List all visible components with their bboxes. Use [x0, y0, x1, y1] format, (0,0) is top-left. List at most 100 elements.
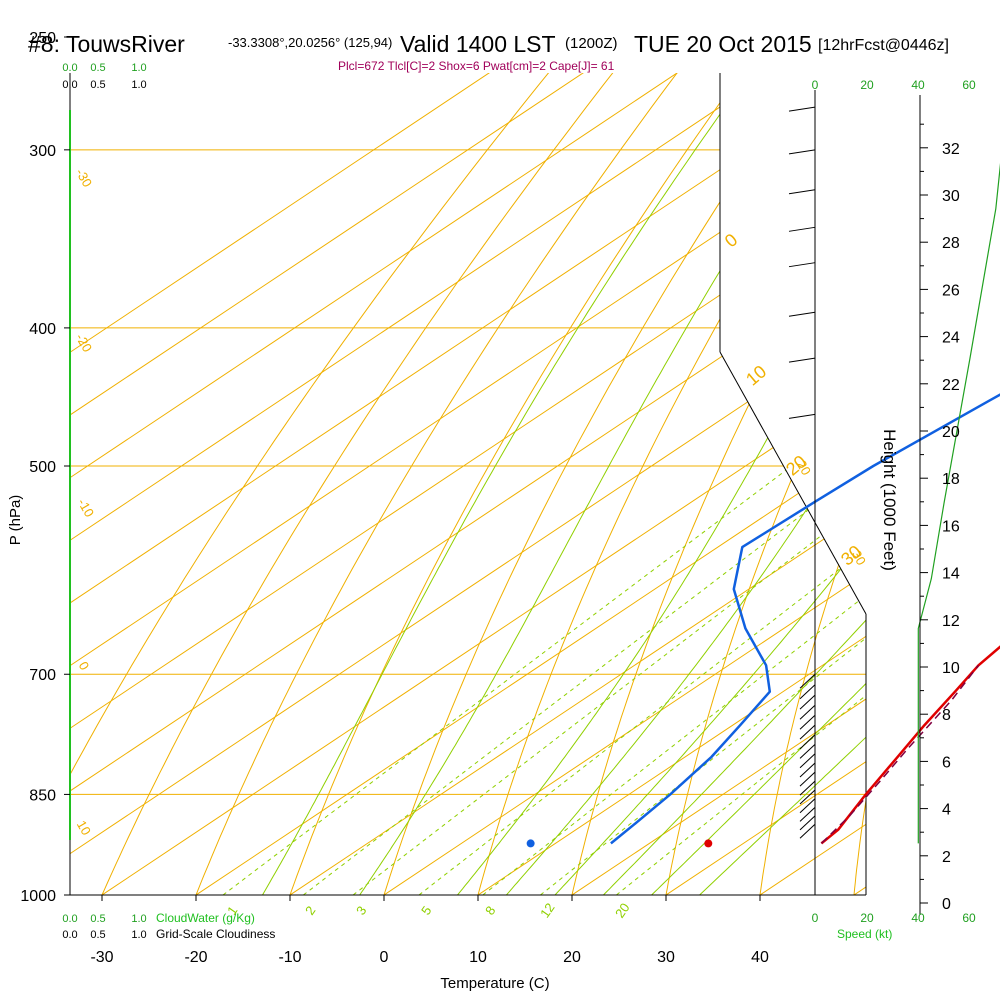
- height-tick-label: 26: [942, 282, 960, 299]
- height-tick-label: 16: [942, 518, 960, 535]
- mixing-ratio-line-8: [482, 327, 866, 895]
- dewpoint-line: [610, 393, 1000, 845]
- cloud-scale-bottom: 0.0 0.0 0.5 0.5 1.0 1.0: [62, 913, 146, 941]
- wind-barb: [788, 189, 816, 195]
- isotherm--120: [70, 73, 582, 895]
- cloud-scale-top-label-black: 0.5: [90, 79, 105, 91]
- height-tick-label: 8: [942, 707, 951, 724]
- valid-date: TUE 20 Oct 2015: [634, 31, 812, 57]
- zulu-time: (1200Z): [565, 35, 618, 52]
- wind-speed-line: [917, 162, 1000, 844]
- dry-adiabat--40: [70, 73, 599, 895]
- cloud-scale-top-label: 0.5: [90, 62, 105, 74]
- station-title: #8: TouwsRiver: [28, 31, 185, 57]
- wind-barbs: [788, 106, 816, 839]
- mixing-ratio-label: 20: [612, 900, 633, 920]
- wind-barb: [799, 744, 816, 759]
- height-tick-label: 32: [942, 141, 960, 158]
- x-tick-label: 40: [751, 949, 769, 966]
- mixing-ratio-line-5: [418, 327, 866, 895]
- isotherm-30: [620, 73, 866, 895]
- speed-scale-top-label: 40: [911, 78, 925, 92]
- moist-adiabat-0: [338, 73, 866, 895]
- wind-speed-profile: [917, 162, 1000, 844]
- dry-adiabat--20: [183, 73, 724, 895]
- tropopause-diagonal: [719, 351, 867, 615]
- speed-label: Speed (kt): [837, 927, 892, 941]
- wind-barb: [799, 789, 816, 805]
- forecast-info: [12hrFcst@0446z]: [818, 37, 949, 54]
- height-tick-label: 14: [942, 566, 960, 583]
- isotherm-0: [338, 73, 866, 895]
- cloud-scale-top-label: 1.0: [131, 62, 146, 74]
- p-tick-label: 500: [29, 459, 56, 476]
- dry-adiabat-label: -10: [75, 496, 97, 520]
- surface-dewpoint-point: [526, 839, 535, 848]
- isotherm-50: [808, 73, 866, 895]
- p-tick-label: 300: [29, 143, 56, 160]
- mixing-ratio-label: 5: [418, 903, 434, 918]
- wind-barb: [799, 771, 816, 787]
- height-tick-label: 22: [942, 377, 960, 394]
- height-tick-label: 30: [942, 188, 960, 205]
- mixing-ratio-label: 3: [353, 903, 369, 918]
- wind-barb: [788, 106, 816, 112]
- wind-barb: [799, 734, 816, 750]
- moist-adiabat--10: [244, 73, 795, 895]
- dry-adiabat-label: -20: [73, 331, 95, 355]
- temperature-line: [820, 645, 1000, 845]
- isotherm--50: [70, 73, 866, 895]
- x-tick-label: 10: [469, 949, 487, 966]
- speed-scale-top-label: 0: [812, 78, 819, 92]
- dry-adiabat-30: [660, 73, 866, 895]
- cloud-scale-top: 0.0 0.0 0.5 0.5 1.0 1.0: [62, 62, 146, 91]
- p-tick-label: 700: [29, 667, 56, 684]
- height-tick-label: 20: [942, 424, 960, 441]
- cloud-scale-bottom-label: 0.0: [62, 913, 77, 925]
- moist-adiabat-10: [432, 73, 866, 895]
- mixing-ratio-label: 8: [482, 903, 498, 918]
- cloud-scale-top-label-black: 1.0: [131, 79, 146, 91]
- wind-barb: [788, 357, 816, 363]
- moist-adiabat-label: 10: [742, 361, 770, 389]
- isotherm--100: [70, 73, 770, 895]
- wind-barb: [788, 149, 816, 155]
- surface-points: [526, 839, 713, 848]
- height-tick-label: 18: [942, 471, 960, 488]
- mixing-ratio-line-3: [352, 327, 866, 895]
- speed-scale-top-label: 60: [962, 78, 976, 92]
- dry-adiabat--10: [279, 73, 787, 895]
- isotherm-10: [432, 73, 866, 895]
- isotherm--90: [70, 73, 864, 895]
- cloud-scale-bottom-label: 1.0: [131, 913, 146, 925]
- wind-barb: [799, 807, 816, 822]
- p-tick-label: 1000: [20, 888, 56, 905]
- isotherm-20: [526, 73, 866, 895]
- y2-axis-title: Height (1000 Feet): [880, 429, 899, 571]
- cloud-scale-bottom-label: 0.5: [90, 913, 105, 925]
- isotherm--110: [70, 73, 676, 895]
- dry-adiabat-0: [374, 73, 849, 895]
- surface-temperature-point: [704, 839, 713, 848]
- speed-scale-bottom-label: 20: [860, 911, 874, 925]
- y-axis-title: P (hPa): [7, 495, 24, 546]
- x-tick-label: 0: [380, 949, 389, 966]
- isotherm-lines: [70, 73, 866, 895]
- height-tick-label: 28: [942, 235, 960, 252]
- wind-barb: [799, 798, 816, 814]
- cloud-scale-top-label: 0.0: [62, 62, 77, 74]
- cloudwater-label: CloudWater (g/Kg): [156, 911, 255, 925]
- height-tick-label: 10: [942, 660, 960, 677]
- isobar-lines: [70, 149, 866, 895]
- valid-time: Valid 1400 LST: [400, 31, 556, 57]
- speed-scale-bottom-label: 0: [812, 911, 819, 925]
- cloud-scale-bottom-label-black: 0.0: [62, 929, 77, 941]
- wind-barb: [799, 815, 816, 831]
- mixing-ratio-line-20: [616, 327, 866, 895]
- wind-barb: [788, 262, 816, 268]
- p-tick-label: 250: [29, 30, 56, 47]
- isotherm--30: [70, 73, 866, 895]
- isotherm--70: [70, 73, 866, 895]
